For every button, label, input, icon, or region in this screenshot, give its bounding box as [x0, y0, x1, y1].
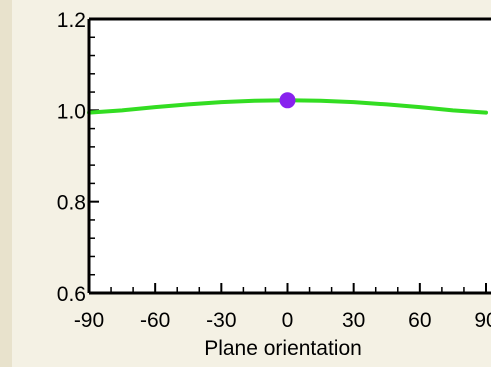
x-tick-label: 60 — [408, 309, 431, 332]
x-tick-label: 0 — [282, 309, 294, 332]
y-tick-label: 1.0 — [57, 100, 86, 123]
x-tick-label: -90 — [74, 309, 104, 332]
plot-area-background — [89, 19, 491, 293]
x-tick-label: 30 — [342, 309, 365, 332]
data-point-marker[interactable] — [279, 92, 296, 109]
x-tick-label: -60 — [140, 309, 170, 332]
x-axis-label: Plane orientation — [204, 337, 362, 360]
y-tick-label: 0.6 — [57, 283, 86, 306]
y-tick-label: 1.2 — [57, 9, 86, 32]
left-border-strip — [0, 0, 12, 367]
x-tick-label: 90 — [474, 309, 491, 332]
y-tick-label: 0.8 — [57, 192, 86, 215]
x-tick-label: -30 — [206, 309, 236, 332]
